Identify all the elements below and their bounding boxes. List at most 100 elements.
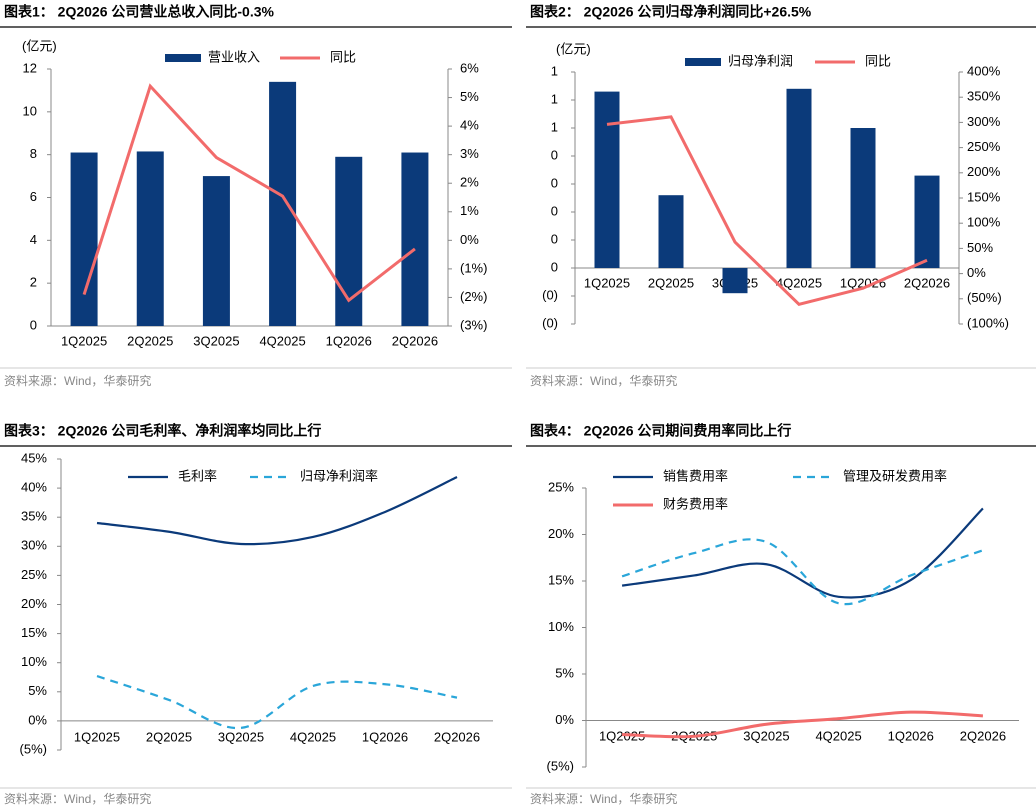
bar: [850, 128, 876, 268]
x-tick-label: 3Q2025: [193, 333, 239, 348]
y2-tick-label: 400%: [967, 63, 1001, 78]
y-tick-label: 5%: [28, 683, 47, 698]
y-tick-label: 5%: [555, 665, 574, 680]
x-tick-label: 1Q2026: [326, 333, 372, 348]
y2-tick-label: 150%: [967, 189, 1001, 204]
y-tick-label: 6: [30, 189, 37, 204]
source: 资料来源：Wind，华泰研究: [530, 791, 677, 806]
x-tick-label: 2Q2025: [146, 729, 192, 744]
x-tick-label: 1Q2025: [74, 729, 120, 744]
line-series: [621, 507, 984, 599]
y-tick-label: (0): [542, 287, 558, 302]
legend-label: 归母净利润: [728, 53, 793, 68]
x-tick-label: 1Q2026: [840, 275, 886, 290]
y-tick-label: 15%: [548, 572, 574, 587]
y2-tick-label: 100%: [967, 215, 1001, 230]
y-tick-label: 4: [30, 232, 37, 247]
line-series: [96, 675, 458, 730]
x-tick-label: 2Q2025: [127, 333, 173, 348]
y-tick-label: 0%: [28, 712, 47, 727]
y2-tick-label: 6%: [460, 60, 479, 75]
y-tick-label: 20%: [21, 596, 47, 611]
legend-label: 同比: [330, 49, 356, 64]
y-tick-label: 1: [551, 91, 558, 106]
y-tick-label: 2: [30, 275, 37, 290]
bar: [914, 175, 940, 268]
y-axis-label: (亿元): [556, 41, 591, 56]
y2-tick-label: 4%: [460, 118, 479, 133]
y2-tick-label: 0%: [967, 265, 986, 280]
x-tick-label: 2Q2026: [434, 729, 480, 744]
y-tick-label: 0: [551, 203, 558, 218]
line-series: [82, 83, 416, 303]
bar: [401, 152, 429, 326]
bar: [658, 195, 684, 268]
line-series: [96, 476, 458, 546]
y-axis-label: (亿元): [22, 38, 57, 53]
y-tick-label: 0: [551, 259, 558, 274]
bar: [786, 88, 812, 268]
legend-label: 归母净利润率: [300, 468, 378, 483]
y-tick-label: 10%: [548, 619, 574, 634]
y2-tick-label: 250%: [967, 139, 1001, 154]
y-tick-label: (5%): [20, 741, 47, 756]
source: 资料来源：Wind，华泰研究: [4, 373, 151, 388]
legend-label: 毛利率: [178, 468, 217, 483]
x-tick-label: 4Q2025: [259, 333, 305, 348]
y2-tick-label: 0%: [460, 232, 479, 247]
bar: [136, 151, 164, 326]
x-tick-label: 3Q2025: [218, 729, 264, 744]
chart-title: 图表1： 2Q2026 公司营业总收入同比-0.3%: [4, 4, 275, 20]
x-tick-label: 2Q2026: [960, 728, 1006, 743]
bar: [594, 91, 620, 268]
y-tick-label: 20%: [548, 526, 574, 541]
legend-swatch: [685, 58, 721, 66]
y-tick-label: 40%: [21, 480, 47, 495]
x-tick-label: 3Q2025: [743, 728, 789, 743]
chart-title: 图表4： 2Q2026 公司期间费用率同比上行: [530, 423, 791, 439]
y-tick-label: 30%: [21, 538, 47, 553]
y-tick-label: 0: [551, 231, 558, 246]
y2-tick-label: 350%: [967, 89, 1001, 104]
y2-tick-label: (3%): [460, 317, 487, 332]
line-series: [621, 538, 984, 606]
y-tick-label: 8: [30, 146, 37, 161]
y-tick-label: 15%: [21, 625, 47, 640]
x-tick-label: 1Q2025: [61, 333, 107, 348]
legend-label: 同比: [865, 53, 891, 68]
y2-tick-label: (50%): [967, 290, 1002, 305]
y2-tick-label: 1%: [460, 203, 479, 218]
y2-tick-label: 50%: [967, 240, 993, 255]
bar: [722, 268, 748, 294]
y2-tick-label: 3%: [460, 146, 479, 161]
legend-label: 财务费用率: [663, 496, 728, 511]
chart-title: 图表3： 2Q2026 公司毛利率、净利润率均同比上行: [4, 423, 321, 439]
y2-tick-label: 300%: [967, 114, 1001, 129]
x-tick-label: 2Q2026: [392, 333, 438, 348]
x-tick-label: 1Q2026: [888, 728, 934, 743]
y-tick-label: 35%: [21, 509, 47, 524]
y2-tick-label: (2%): [460, 289, 487, 304]
x-tick-label: 4Q2025: [815, 728, 861, 743]
legend-swatch: [165, 54, 201, 62]
y-tick-label: 25%: [548, 479, 574, 494]
legend-label: 销售费用率: [663, 468, 728, 483]
legend-label: 营业收入: [208, 49, 260, 64]
y-tick-label: 1: [551, 63, 558, 78]
y-tick-label: 10%: [21, 654, 47, 669]
source: 资料来源：Wind，华泰研究: [4, 791, 151, 806]
y-tick-label: 1: [551, 119, 558, 134]
x-tick-label: 2Q2026: [904, 275, 950, 290]
x-tick-label: 2Q2025: [648, 275, 694, 290]
y2-tick-label: 5%: [460, 89, 479, 104]
y-tick-label: 12: [23, 60, 37, 75]
x-tick-label: 1Q2025: [584, 275, 630, 290]
y-tick-label: (0): [542, 315, 558, 330]
y2-tick-label: 2%: [460, 175, 479, 190]
y-tick-label: 0: [551, 175, 558, 190]
bar: [70, 152, 98, 326]
line-series: [606, 115, 928, 307]
line-series: [622, 710, 983, 739]
